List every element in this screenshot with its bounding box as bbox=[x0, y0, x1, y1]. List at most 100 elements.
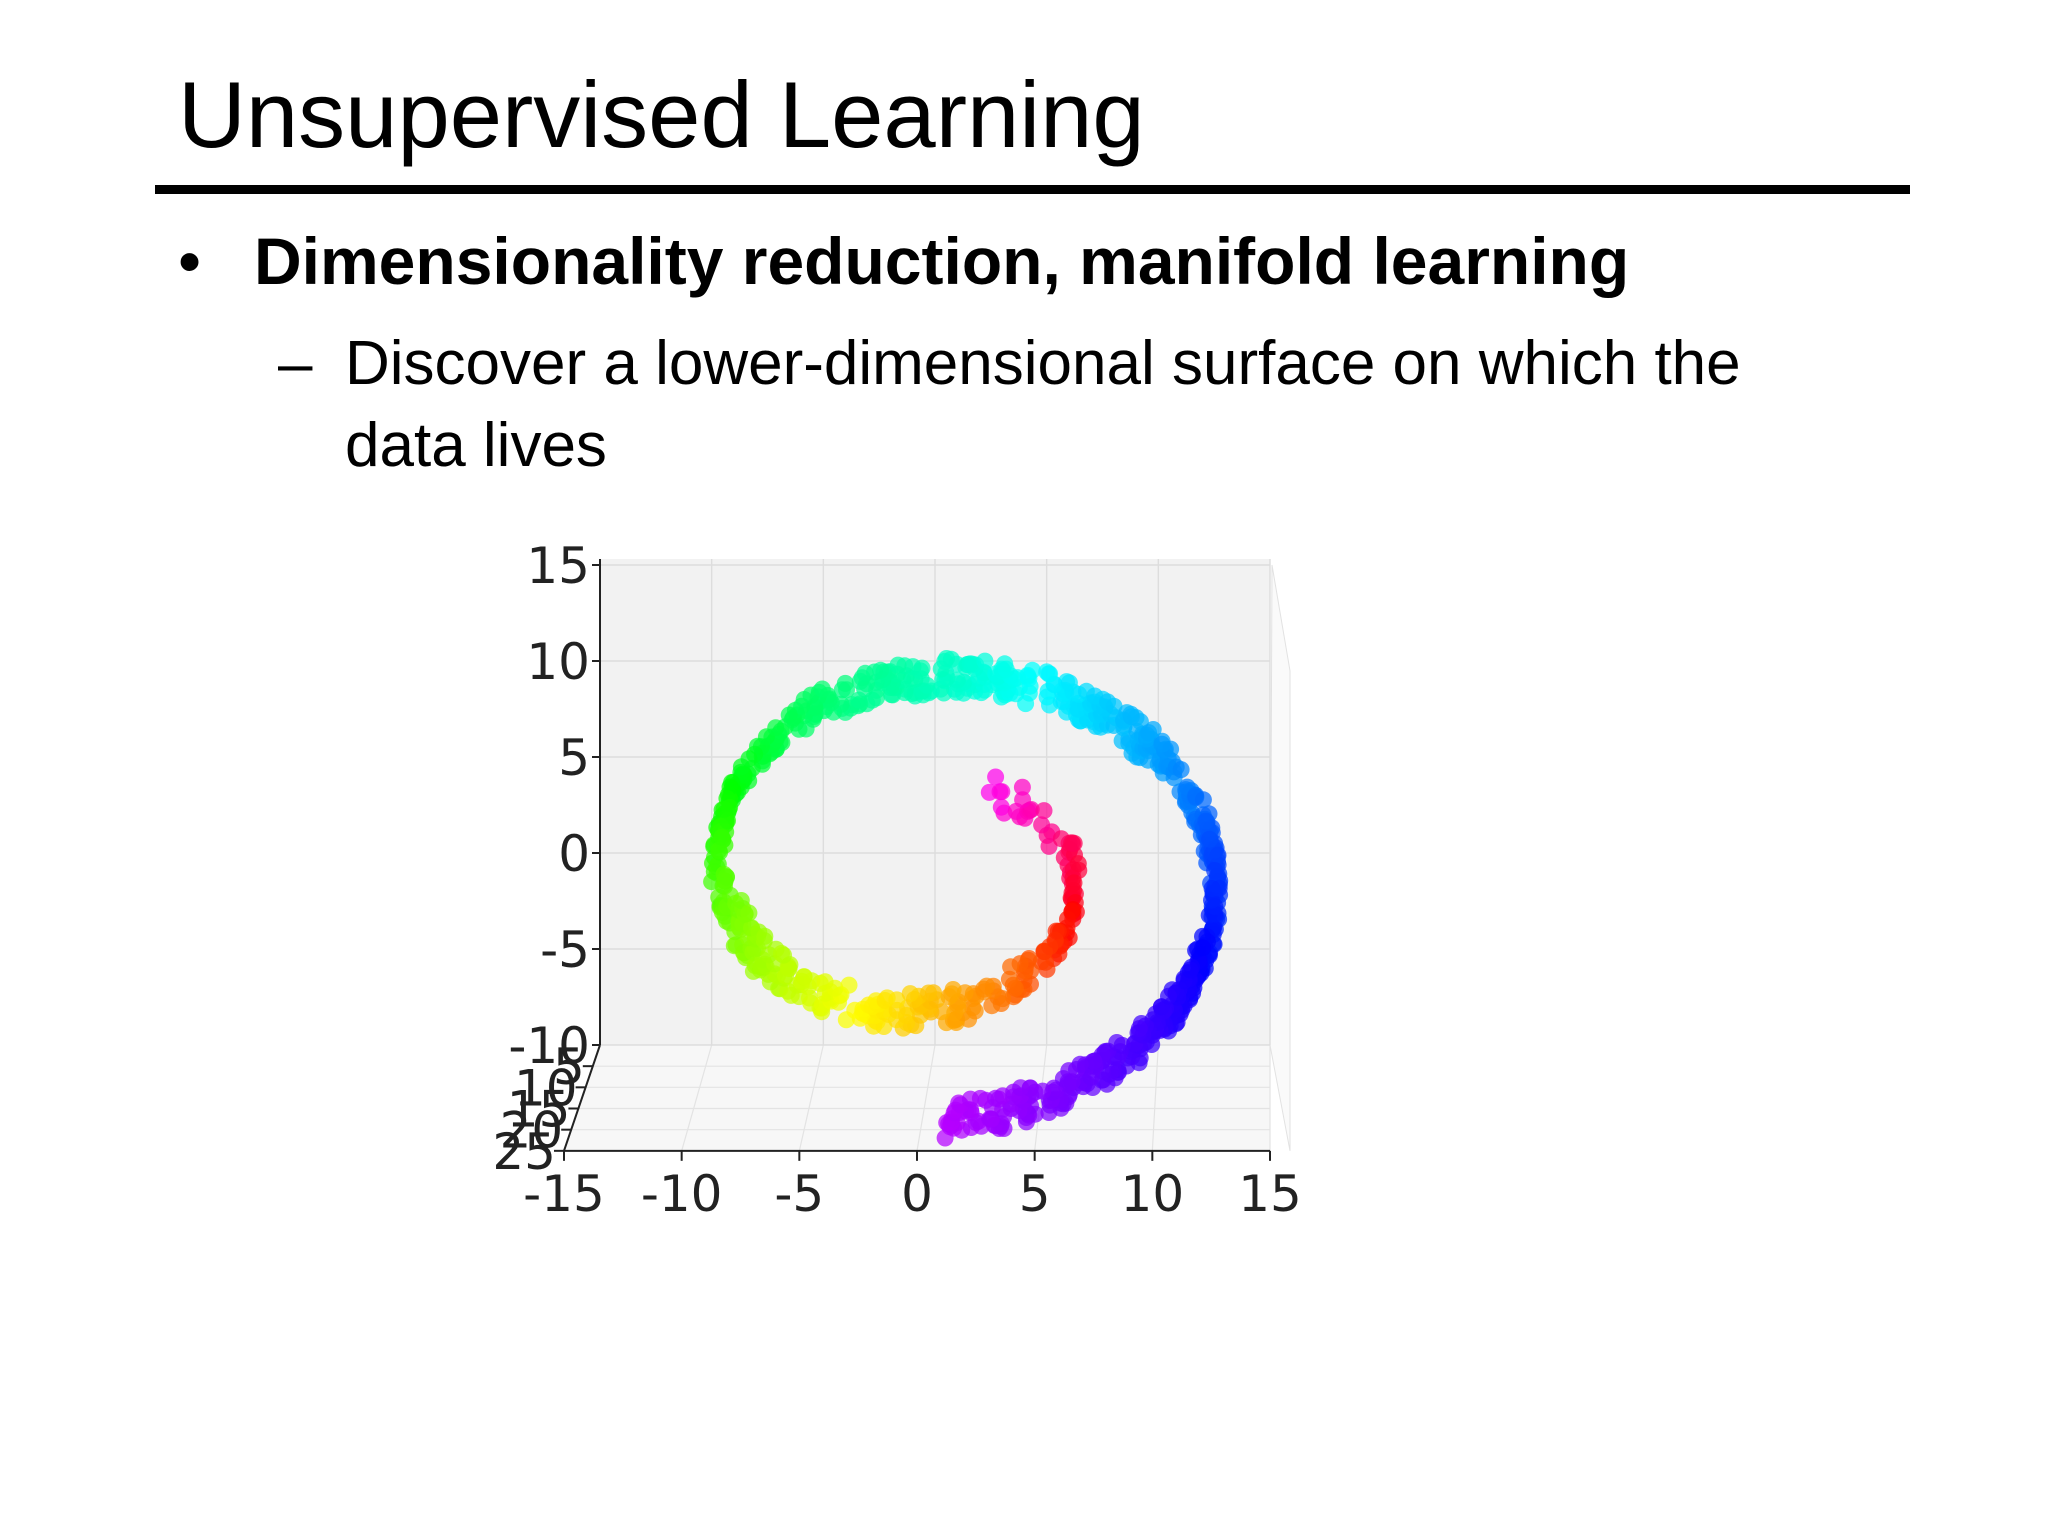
data-point-991 bbox=[1063, 834, 1081, 852]
data-point-984 bbox=[721, 799, 739, 816]
data-point-825 bbox=[878, 989, 896, 1007]
x-tick-label: 10 bbox=[1121, 1165, 1185, 1223]
bullet-item: • Dimensionality reduction, manifold lear… bbox=[178, 223, 1629, 299]
data-point-957 bbox=[1069, 855, 1087, 873]
data-point-960 bbox=[1194, 939, 1212, 957]
floor-pane bbox=[564, 1045, 1270, 1151]
grid-line-floor-x bbox=[1151, 1044, 1159, 1151]
data-point-805 bbox=[1035, 802, 1053, 820]
data-point-590 bbox=[993, 783, 1011, 801]
data-point-966 bbox=[1181, 961, 1199, 979]
title-divider bbox=[155, 185, 1910, 194]
z-tick-label: 10 bbox=[514, 1059, 578, 1117]
data-point-954 bbox=[756, 927, 774, 945]
data-point-936 bbox=[840, 976, 858, 994]
y-tick-label: 10 bbox=[526, 633, 590, 691]
y-tick-label: 0 bbox=[558, 825, 590, 883]
z-tick-label: 25 bbox=[492, 1123, 556, 1181]
data-point-934 bbox=[996, 655, 1014, 673]
bullet-dot: • bbox=[178, 224, 202, 298]
data-point-866 bbox=[740, 750, 758, 768]
data-point-950 bbox=[1085, 1052, 1103, 1070]
data-point-972 bbox=[1130, 1020, 1148, 1038]
data-point-695 bbox=[1000, 970, 1018, 988]
data-point-907 bbox=[1060, 674, 1078, 692]
data-point-993 bbox=[961, 1090, 979, 1108]
data-point-413 bbox=[1033, 816, 1051, 834]
data-point-997 bbox=[1002, 958, 1020, 976]
data-point-959 bbox=[732, 892, 750, 909]
y-tick-label: -10 bbox=[508, 1017, 590, 1075]
data-point-856 bbox=[978, 977, 996, 995]
y-tick-label: 15 bbox=[526, 537, 590, 595]
z-tick-label: 20 bbox=[500, 1102, 564, 1160]
x-tick-label: 0 bbox=[901, 1165, 933, 1223]
z-tick-label: 15 bbox=[507, 1081, 571, 1139]
data-point-877 bbox=[767, 719, 785, 737]
data-point-905 bbox=[987, 768, 1005, 786]
data-point-978 bbox=[1122, 705, 1140, 723]
data-point-921 bbox=[836, 674, 854, 692]
grid-line-floor-x bbox=[798, 1044, 824, 1151]
data-point-935 bbox=[1023, 661, 1041, 679]
x-tick-label: -10 bbox=[641, 1165, 723, 1223]
z-axis-line bbox=[563, 1044, 601, 1152]
data-point-949 bbox=[872, 661, 890, 679]
data-point-923 bbox=[715, 865, 733, 883]
data-point-962 bbox=[889, 656, 907, 674]
side-pane bbox=[1269, 564, 1291, 1151]
data-point-867 bbox=[780, 706, 798, 724]
data-point-903 bbox=[1013, 778, 1031, 796]
data-point-981 bbox=[1203, 880, 1221, 897]
data-point-917 bbox=[1047, 922, 1065, 940]
data-point-855 bbox=[961, 655, 979, 673]
data-points bbox=[703, 650, 1229, 1147]
data-point-969 bbox=[1144, 721, 1162, 738]
x-tick-label: -5 bbox=[774, 1165, 824, 1223]
sub-bullet-dash: – bbox=[278, 329, 313, 398]
data-point-136 bbox=[992, 798, 1010, 816]
data-point-973 bbox=[1194, 791, 1212, 809]
data-point-577 bbox=[1014, 791, 1032, 809]
data-point-975 bbox=[1108, 1034, 1126, 1051]
data-point-943 bbox=[976, 652, 994, 670]
grid-line-floor-x bbox=[681, 1044, 713, 1152]
data-point-685 bbox=[1065, 874, 1083, 892]
y-tick-label: -5 bbox=[540, 921, 590, 979]
bullet-text: Dimensionality reduction, manifold learn… bbox=[254, 224, 1630, 298]
data-point-982 bbox=[740, 904, 758, 922]
x-tick-label: 15 bbox=[1238, 1165, 1302, 1223]
data-point-963 bbox=[856, 664, 874, 682]
axes-panes bbox=[564, 559, 1291, 1151]
data-point-938 bbox=[773, 945, 790, 962]
data-point-914 bbox=[1099, 693, 1117, 711]
x-tick-label: 5 bbox=[1019, 1165, 1051, 1223]
data-point-989 bbox=[813, 680, 831, 698]
data-point-979 bbox=[1209, 846, 1227, 864]
x-tick-label: -15 bbox=[523, 1165, 605, 1223]
data-point-929 bbox=[1172, 761, 1190, 779]
data-point-837 bbox=[816, 973, 834, 991]
data-point-955 bbox=[1041, 665, 1059, 683]
y-tick-label: 5 bbox=[558, 729, 590, 787]
data-point-985 bbox=[920, 984, 938, 1002]
data-point-747 bbox=[795, 968, 813, 986]
data-point-996 bbox=[1012, 1079, 1030, 1097]
data-point-987 bbox=[944, 981, 962, 998]
grid-line-floor-x bbox=[916, 1044, 936, 1151]
slide-title: Unsupervised Learning bbox=[178, 62, 1145, 167]
data-point-998 bbox=[1160, 987, 1177, 1005]
data-point-999 bbox=[1060, 1062, 1078, 1080]
data-point-879 bbox=[1086, 687, 1104, 705]
data-point-971 bbox=[713, 828, 731, 846]
data-point-947 bbox=[1063, 902, 1081, 920]
data-point-995 bbox=[1153, 735, 1171, 753]
data-point-992 bbox=[938, 650, 955, 667]
data-point-990 bbox=[1206, 862, 1224, 879]
swiss-roll-chart: 15 10 5 0 -5 -10 5 10 15 20 25 -15 -10 -5 0 5 10 15 bbox=[480, 530, 1580, 1450]
data-point-925 bbox=[1197, 812, 1215, 830]
data-point-977 bbox=[901, 985, 919, 1003]
sub-bullet-text: Discover a lower-dimensional surface on … bbox=[345, 329, 1741, 480]
